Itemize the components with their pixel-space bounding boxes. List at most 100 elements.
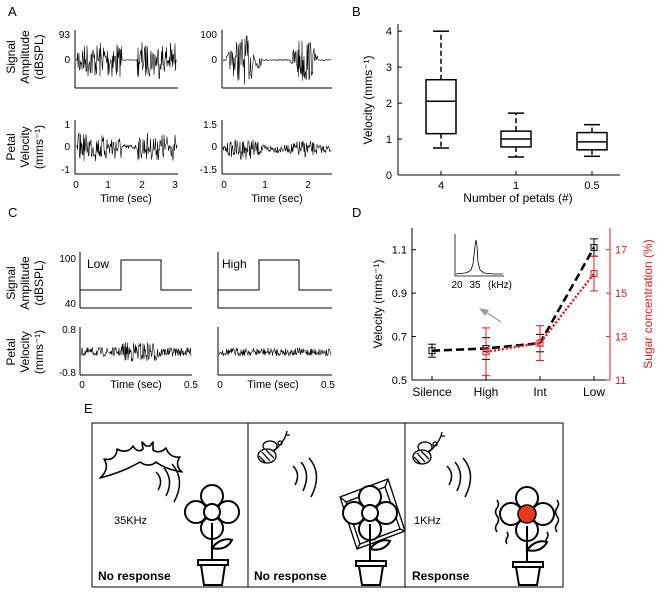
tick-a-rt-0: 0 bbox=[211, 55, 217, 66]
svg-text:0: 0 bbox=[73, 180, 79, 191]
marker-right-1 bbox=[482, 348, 490, 356]
panel-c: C SignalAmplitude(dBSPL) PetalVelocity(m… bbox=[4, 205, 335, 391]
petal-velocity-ylabel-a: PetalVelocity(mms⁻¹) bbox=[4, 125, 46, 169]
inset-pointer-arrowhead bbox=[479, 308, 489, 316]
x-ticks-d: Silence High Int Low bbox=[412, 376, 605, 399]
waveCL-trace bbox=[80, 342, 192, 362]
panel-a: A SignalAmplitude(dBSPL) PetalVelocity(m… bbox=[4, 4, 332, 205]
waveCH-trace bbox=[218, 347, 332, 358]
bee-frequency-label: 1KHz bbox=[414, 515, 441, 527]
tick-a-lb-neg1: -1 bbox=[61, 165, 70, 176]
flower-icon-2 bbox=[342, 485, 398, 586]
tick-c-neg0.8: -0.8 bbox=[59, 368, 77, 379]
bat-icon bbox=[99, 441, 183, 479]
bat-sound-waves bbox=[155, 463, 181, 503]
flower-center-highlight bbox=[517, 504, 537, 524]
tick-c-x05-right: 0.5 bbox=[321, 380, 335, 391]
flower-icon-3 bbox=[499, 486, 555, 586]
inset-spectrum: 20 35 (kHz) bbox=[451, 234, 512, 291]
inset-tick-khz: (kHz) bbox=[488, 280, 512, 291]
scenario-box-bee-open bbox=[404, 422, 564, 588]
waveform-c-high bbox=[218, 347, 332, 358]
box-iqr-0 bbox=[425, 78, 457, 135]
svg-text:1: 1 bbox=[262, 180, 268, 191]
series-right bbox=[482, 255, 598, 377]
y-tick-label-d-right-2: 15 bbox=[615, 288, 627, 300]
stimulus-low bbox=[80, 259, 192, 291]
x-ticks-a-left: 0 1 2 3 bbox=[73, 180, 178, 191]
x-tick-label-d-3: Low bbox=[583, 385, 605, 399]
y-tick-label-b-3: 3 bbox=[386, 62, 392, 74]
x-tick-label-b-2: 0.5 bbox=[584, 180, 599, 192]
y-tick-label-d-left-3: 1.1 bbox=[392, 245, 407, 257]
panel-d: D 0.5 0.7 0.9 1.1 11 13 15 17 Silence High Int Lo… bbox=[352, 205, 655, 399]
panel-letter-e: E bbox=[84, 401, 93, 416]
tick-c-x0-right: 0 bbox=[217, 380, 223, 391]
svg-text:3: 3 bbox=[172, 180, 178, 191]
bee-icon-2 bbox=[412, 431, 445, 465]
ylabel-d-right: Sugar concentration (%) bbox=[641, 239, 655, 368]
tick-a-lb-1: 1 bbox=[64, 120, 70, 131]
response-label-2: No response bbox=[254, 569, 327, 583]
y-tick-label-d-right-1: 13 bbox=[615, 332, 627, 344]
tick-c-x05-left: 0.5 bbox=[184, 380, 198, 391]
response-label-1: No response bbox=[98, 569, 171, 583]
bat-frequency-label: 35KHz bbox=[114, 515, 147, 527]
waveARB-trace bbox=[222, 139, 332, 160]
waveform-a-right-top bbox=[222, 35, 331, 85]
marker-right-2 bbox=[536, 339, 544, 347]
tick-a-lb-0: 0 bbox=[64, 142, 70, 153]
tick-a-lt-0: 0 bbox=[64, 55, 70, 66]
waveform-a-left-bottom bbox=[75, 132, 178, 162]
label-low: Low bbox=[87, 257, 109, 271]
stimulus-high bbox=[218, 259, 332, 291]
bee-sound-waves-2 bbox=[446, 457, 472, 498]
y-tick-label-d-right-3: 17 bbox=[615, 245, 627, 257]
tick-c-x0-left: 0 bbox=[79, 380, 85, 391]
x-tick-label-d-1: High bbox=[474, 385, 499, 399]
waveART-trace bbox=[222, 35, 331, 85]
xlabel-c-left: Time (sec) bbox=[110, 379, 162, 391]
svg-text:2: 2 bbox=[305, 180, 311, 191]
waveALB-trace bbox=[75, 132, 178, 162]
bee-sound-waves-1 bbox=[292, 457, 318, 498]
tick-c-40: 40 bbox=[65, 299, 77, 310]
tick-a-lt-93: 93 bbox=[59, 30, 71, 41]
xlabel-a-right: Time (sec) bbox=[251, 193, 303, 205]
ylabel-b: Velocity (mms⁻¹) bbox=[361, 55, 375, 144]
y-tick-label-d-right-0: 11 bbox=[615, 375, 626, 387]
response-label-3: Response bbox=[412, 569, 470, 583]
y-tick-label-b-4: 4 bbox=[386, 26, 392, 38]
boxplots-b bbox=[425, 30, 608, 158]
marker-right-3 bbox=[590, 270, 598, 278]
x-tick-label-d-0: Silence bbox=[412, 385, 452, 399]
inset-spectrum-line bbox=[455, 239, 503, 275]
tick-a-rb-1.5: 1.5 bbox=[203, 120, 217, 131]
signal-amplitude-ylabel-c: SignalAmplitude(dBSPL) bbox=[4, 256, 46, 310]
flower-icon-1 bbox=[184, 484, 240, 586]
marker-left-0 bbox=[428, 347, 436, 355]
xlabel-c-right: Time (sec) bbox=[247, 379, 299, 391]
waveform-a-left-top bbox=[75, 42, 177, 80]
tick-c-0.8: 0.8 bbox=[62, 325, 76, 336]
box-1 bbox=[500, 112, 532, 158]
panel-letter-b: B bbox=[352, 4, 361, 19]
x-tick-label-b-1: 1 bbox=[513, 180, 519, 192]
xlabel-b: Number of petals (#) bbox=[463, 191, 572, 205]
vibration-lines-icon bbox=[494, 499, 560, 545]
y-tick-label-d-left-0: 0.5 bbox=[392, 375, 407, 387]
xlabel-a-left: Time (sec) bbox=[100, 193, 152, 205]
y-tick-label-b-0: 0 bbox=[386, 170, 392, 182]
box-4 bbox=[425, 30, 457, 149]
box-0.5 bbox=[576, 123, 608, 158]
series-line-left bbox=[431, 246, 596, 352]
inset-tick-35: 35 bbox=[469, 280, 481, 291]
waveform-a-right-bottom bbox=[222, 139, 332, 160]
series-line-right bbox=[485, 272, 595, 354]
petal-velocity-ylabel-c: PetalVelocity(mms⁻¹) bbox=[4, 330, 46, 374]
ylabel-d-left: Velocity (mms⁻¹) bbox=[371, 259, 385, 348]
series-left bbox=[428, 238, 598, 360]
tick-c-100: 100 bbox=[59, 254, 76, 265]
panel-letter-c: C bbox=[8, 205, 17, 220]
x-tick-label-d-2: Int bbox=[533, 385, 547, 399]
